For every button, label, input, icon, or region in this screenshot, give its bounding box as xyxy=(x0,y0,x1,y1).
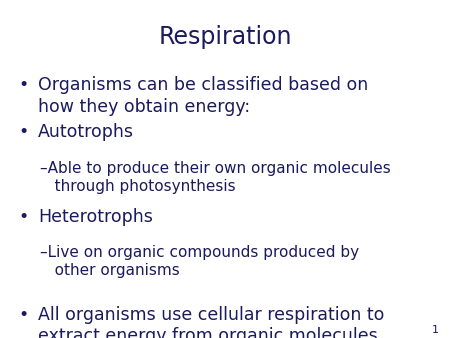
Text: Autotrophs: Autotrophs xyxy=(38,123,134,141)
Text: All organisms use cellular respiration to
extract energy from organic molecules: All organisms use cellular respiration t… xyxy=(38,306,385,338)
Text: •: • xyxy=(18,76,28,94)
Text: –Able to produce their own organic molecules
   through photosynthesis: –Able to produce their own organic molec… xyxy=(40,161,391,194)
Text: Respiration: Respiration xyxy=(158,25,292,49)
Text: Heterotrophs: Heterotrophs xyxy=(38,208,153,226)
Text: –Live on organic compounds produced by
   other organisms: –Live on organic compounds produced by o… xyxy=(40,245,360,278)
Text: •: • xyxy=(18,123,28,141)
Text: •: • xyxy=(18,306,28,324)
Text: •: • xyxy=(18,208,28,226)
Text: 1: 1 xyxy=(432,324,439,335)
Text: Organisms can be classified based on
how they obtain energy:: Organisms can be classified based on how… xyxy=(38,76,369,116)
